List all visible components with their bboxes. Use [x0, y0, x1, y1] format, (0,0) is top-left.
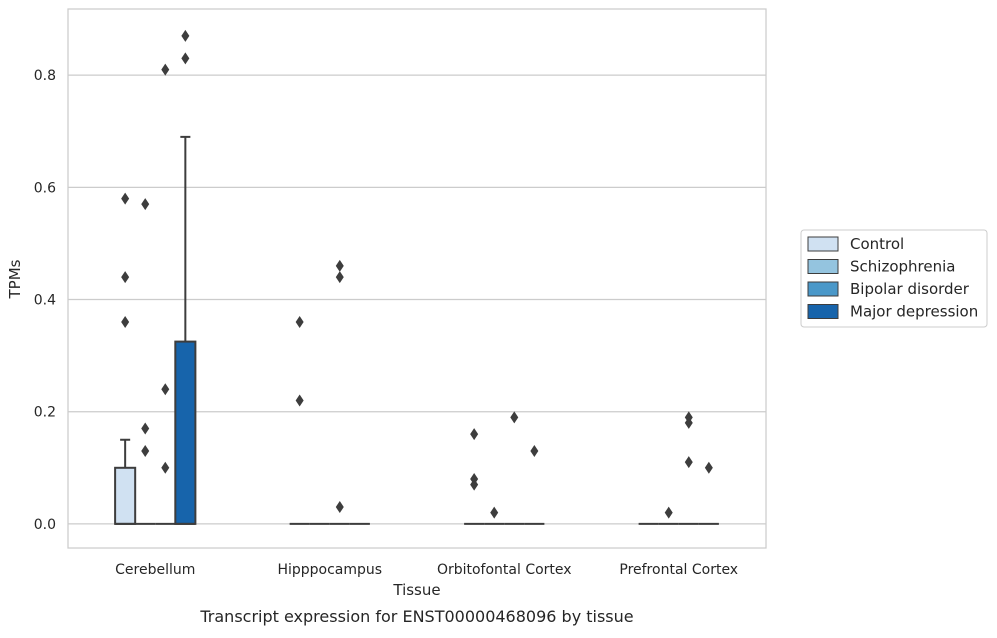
box-plot [174, 135, 197, 525]
legend-swatch [807, 259, 839, 274]
box [174, 340, 197, 525]
y-tick-label: 0.6 [34, 180, 56, 196]
outlier-point [664, 506, 673, 519]
outliers [121, 29, 713, 519]
boxes [114, 135, 719, 525]
legend-swatch [807, 304, 839, 319]
outlier-point [141, 422, 150, 435]
outlier-point [335, 271, 344, 284]
legend-label: Schizophrenia [850, 258, 955, 276]
outlier-point [530, 444, 539, 457]
x-tick-labels: Cerebellum Hipppocampus Orbitofontal Corte… [115, 562, 738, 578]
x-tick-label: Cerebellum [115, 562, 195, 578]
outlier-point [684, 456, 693, 469]
outlier-point [141, 444, 150, 457]
outlier-point [161, 383, 170, 396]
legend-label: Bipolar disorder [850, 280, 970, 298]
outlier-point [181, 29, 190, 42]
x-tick-label: Orbitofontal Cortex [437, 562, 572, 578]
legend-label: Control [850, 235, 904, 253]
y-tick-labels: 0.0 0.2 0.4 0.6 0.8 [34, 68, 56, 533]
outlier-point [490, 506, 499, 519]
legend-frame [800, 229, 988, 328]
y-tick-label: 0.4 [34, 293, 56, 309]
outlier-point [335, 259, 344, 272]
outlier-point [161, 461, 170, 474]
legend-swatch [807, 236, 839, 252]
outlier-point [121, 315, 130, 328]
outlier-point [121, 192, 130, 205]
outlier-point [470, 428, 479, 441]
plot-frame [67, 8, 767, 549]
y-tick-label: 0.2 [34, 405, 56, 421]
outlier-point [121, 271, 130, 284]
chart-caption: Transcript expression for ENST0000046809… [199, 607, 633, 626]
outlier-point [470, 473, 479, 486]
legend-swatch [807, 281, 839, 297]
grid-layer [68, 74, 766, 525]
outlier-point [161, 63, 170, 76]
box [114, 466, 137, 525]
outlier-point [295, 315, 304, 328]
outlier-point [704, 461, 713, 474]
x-tick-label: Prefrontal Cortex [619, 562, 738, 578]
y-tick-label: 0.8 [34, 68, 56, 84]
legend-label: Major depression [850, 303, 978, 321]
box-plot [114, 438, 137, 525]
outlier-point [181, 52, 190, 65]
outlier-point [684, 411, 693, 424]
x-axis-label: Tissue [392, 581, 440, 599]
y-tick-label: 0.0 [34, 517, 56, 533]
outlier-point [295, 394, 304, 407]
outlier-point [335, 501, 344, 514]
outlier-point [510, 411, 519, 424]
outlier-point [141, 198, 150, 211]
y-axis-label: TPMs [6, 259, 24, 299]
x-tick-label: Hipppocampus [277, 562, 382, 578]
legend: Control Schizophrenia Bipolar disorder Majo… [800, 229, 988, 328]
